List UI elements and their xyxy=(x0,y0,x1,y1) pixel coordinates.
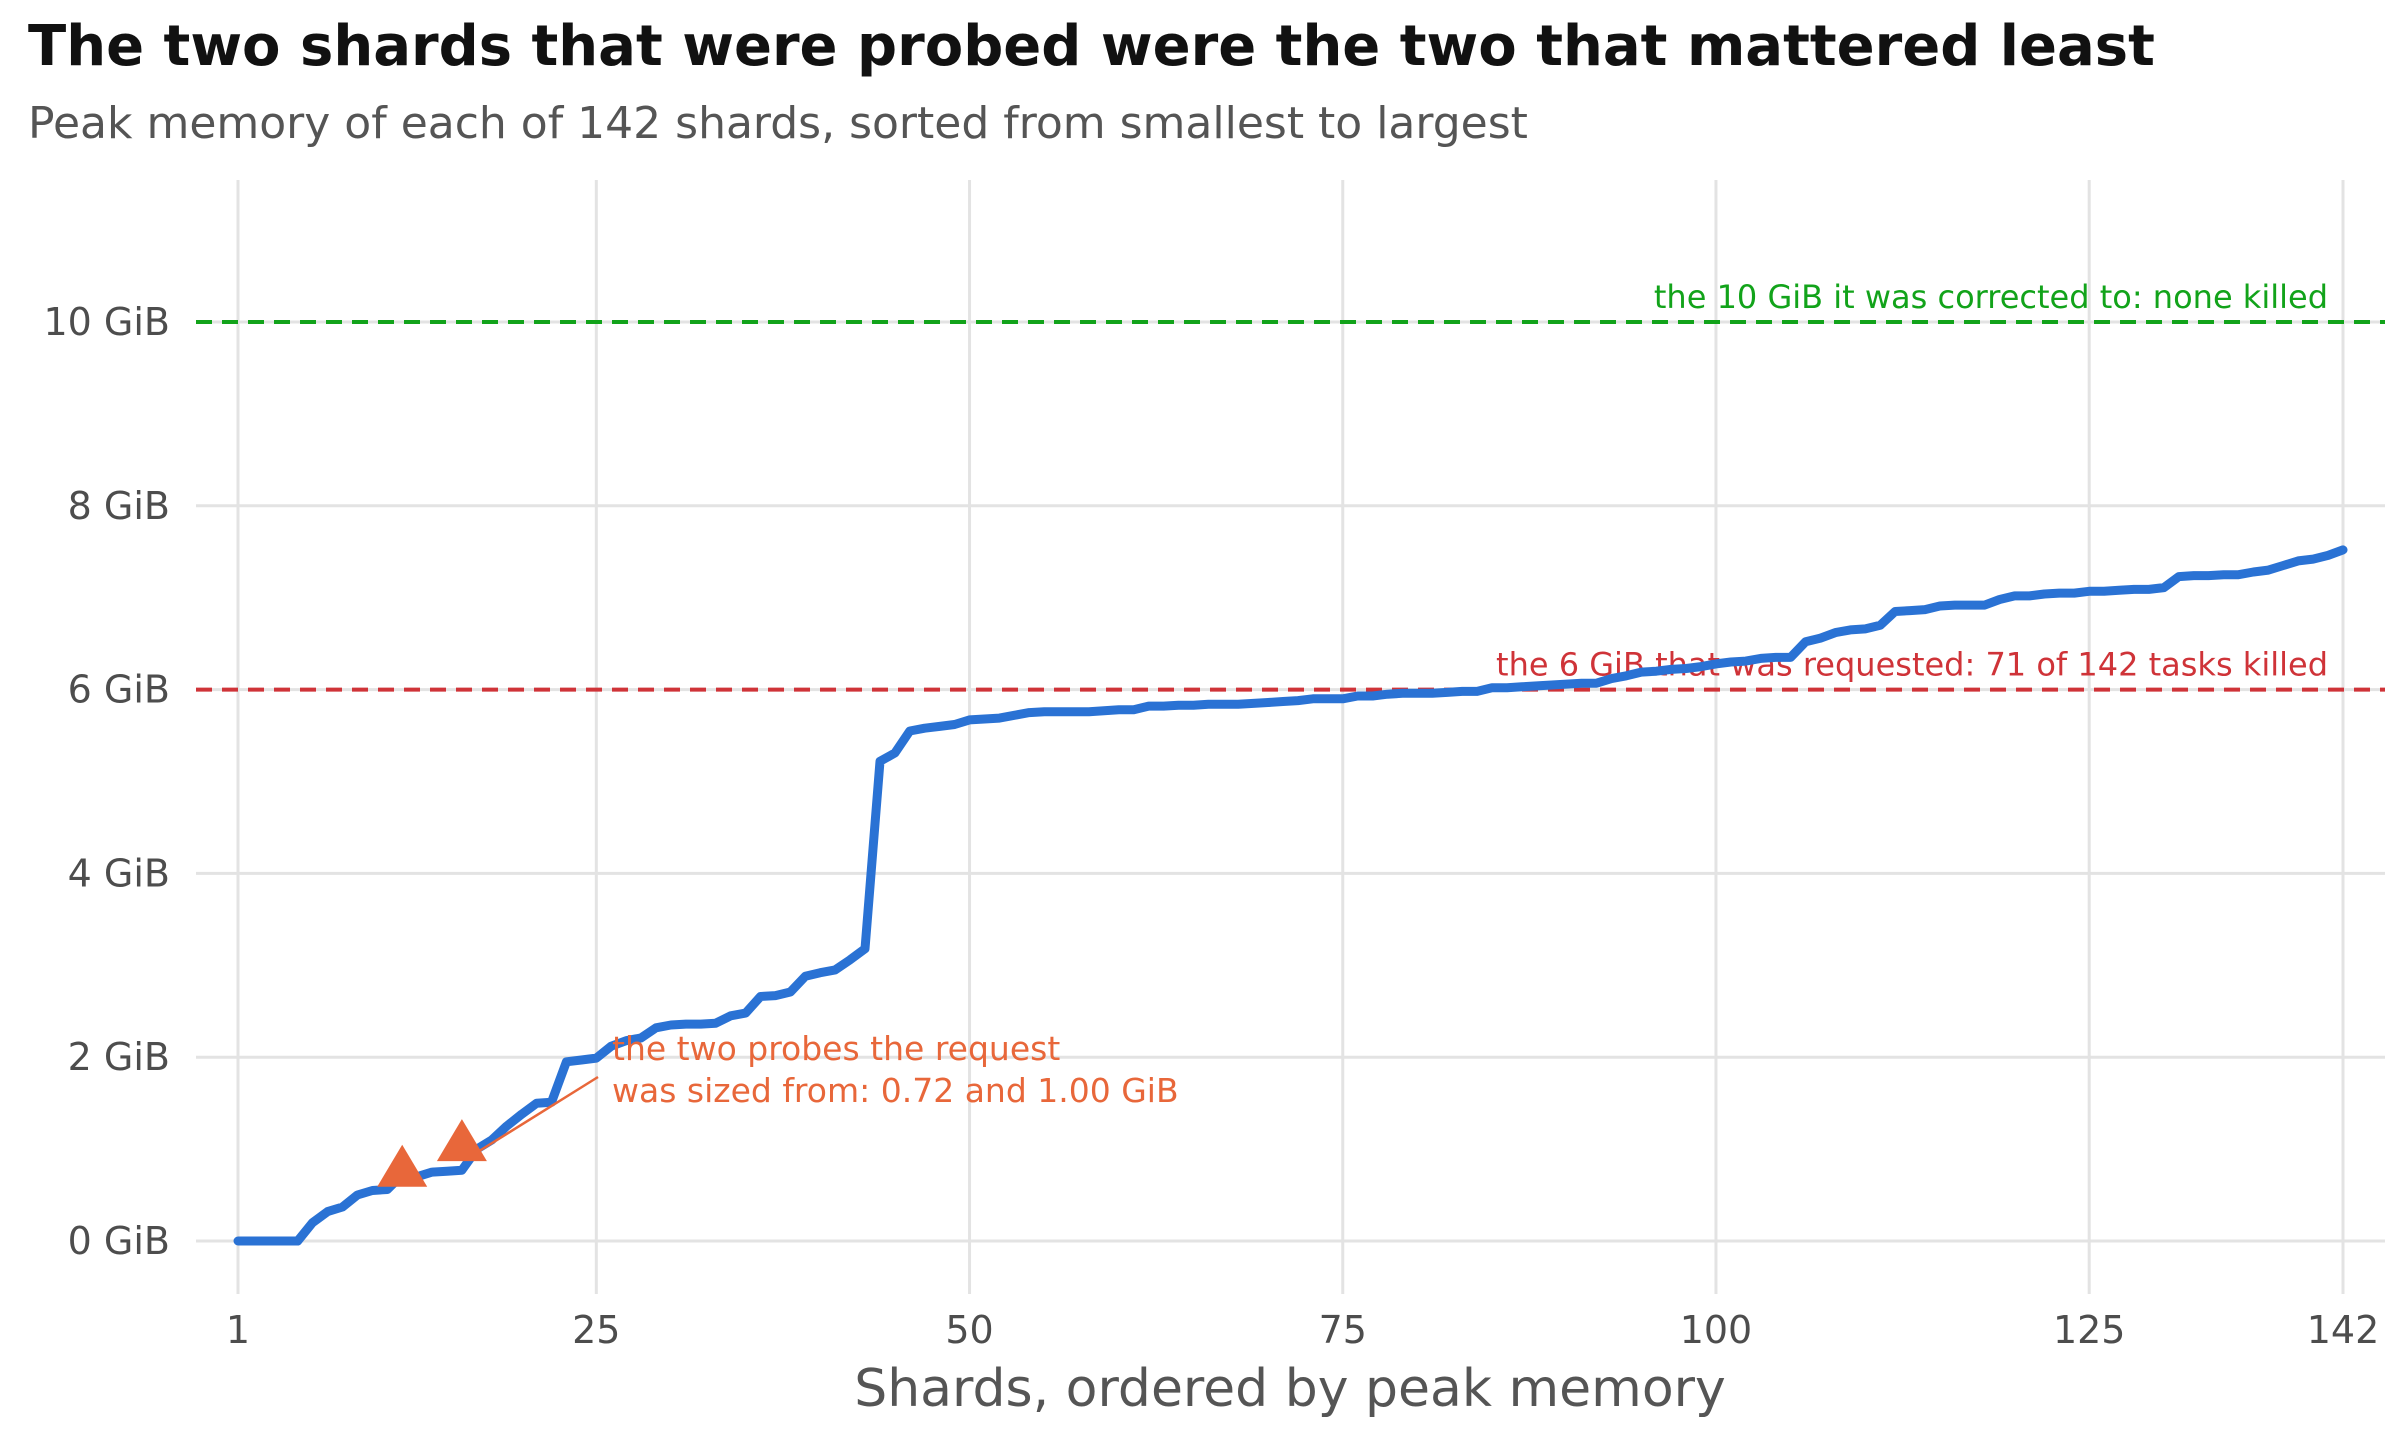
y-tick-label: 0 GiB xyxy=(68,1219,170,1263)
probe-annotation-line: the two probes the request xyxy=(612,1029,1060,1068)
probe-marker-1 xyxy=(377,1144,428,1187)
x-axis-label: Shards, ordered by peak memory xyxy=(854,1359,1726,1419)
y-tick-label: 6 GiB xyxy=(68,668,170,712)
x-tick-labels: 1 25 50 75 100 125 142 xyxy=(226,1308,2379,1352)
x-tick-label: 142 xyxy=(2307,1308,2380,1352)
y-tick-label: 8 GiB xyxy=(68,484,170,528)
y-tick-label: 10 GiB xyxy=(43,300,170,344)
series-line-peak-memory xyxy=(233,545,2348,1246)
x-tick-label: 100 xyxy=(1680,1308,1753,1352)
y-tick-labels: 0 GiB 2 GiB 4 GiB 6 GiB 8 GiB 10 GiB xyxy=(43,300,170,1263)
probe-annotation-leader xyxy=(475,1075,599,1155)
probe-marker-2 xyxy=(436,1119,487,1162)
y-tick-label: 2 GiB xyxy=(68,1035,170,1079)
chart-subtitle: Peak memory of each of 142 shards, sorte… xyxy=(28,98,1528,149)
chart-title: The two shards that were probed were the… xyxy=(28,14,2155,79)
probe-annotation-line: was sized from: 0.72 and 1.00 GiB xyxy=(612,1071,1179,1110)
x-tick-label: 1 xyxy=(226,1308,250,1352)
series-layer xyxy=(233,545,2348,1246)
reference-line-label-10gib: the 10 GiB it was corrected to: none kil… xyxy=(1654,278,2328,316)
x-tick-label: 25 xyxy=(572,1308,620,1352)
x-tick-label: 75 xyxy=(1319,1308,1367,1352)
probe-annotation-label: the two probes the request was sized from… xyxy=(612,1029,1179,1110)
x-tick-label: 125 xyxy=(2053,1308,2126,1352)
probe-layer: the two probes the request was sized from… xyxy=(377,1029,1179,1187)
x-tick-label: 50 xyxy=(945,1308,993,1352)
reference-lines-layer: the 6 GiB that was requested: 71 of 142 … xyxy=(196,278,2385,692)
grid-layer xyxy=(196,180,2385,1294)
y-tick-label: 4 GiB xyxy=(68,851,170,895)
